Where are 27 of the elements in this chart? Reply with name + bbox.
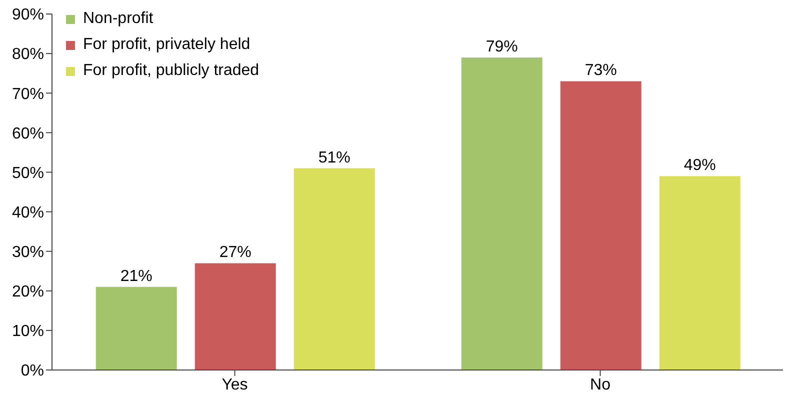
x-tick-label: Yes xyxy=(222,376,248,394)
legend-label: Non-profit xyxy=(83,9,154,29)
y-tick-label: 20% xyxy=(12,284,44,301)
y-tick-label: 50% xyxy=(12,164,44,182)
bar xyxy=(294,168,375,370)
bar xyxy=(560,81,642,370)
y-tick-label: 30% xyxy=(12,244,44,262)
x-tick-label: No xyxy=(590,376,611,394)
legend-label: For profit, privately held xyxy=(83,35,250,55)
data-label: 27% xyxy=(219,244,252,262)
bar xyxy=(461,58,542,370)
y-tick-label: 90% xyxy=(12,6,44,24)
bar xyxy=(659,176,740,370)
y-tick-label: 10% xyxy=(12,323,44,340)
data-label: 21% xyxy=(120,268,152,285)
data-label: 51% xyxy=(318,149,350,166)
bar xyxy=(194,263,276,370)
data-label: 79% xyxy=(486,38,518,56)
legend-label: For profit, publicly traded xyxy=(83,61,260,81)
data-label: 49% xyxy=(684,157,716,174)
y-tick-label: 60% xyxy=(12,125,44,142)
bar xyxy=(96,286,177,370)
y-tick-label: 70% xyxy=(12,86,44,103)
y-tick-label: 40% xyxy=(12,204,44,222)
y-tick-label: 0% xyxy=(20,362,44,380)
data-label: 73% xyxy=(584,62,617,80)
y-tick-label: 80% xyxy=(12,46,44,64)
